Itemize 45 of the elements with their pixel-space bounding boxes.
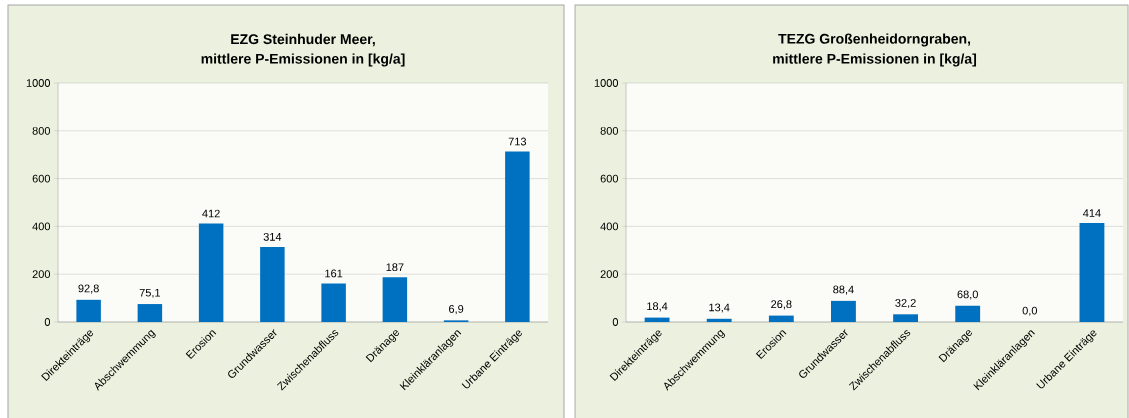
y-tick-label: 200 [32, 270, 51, 279]
y-tick-label: 800 [600, 126, 619, 135]
data-label: 414 [1083, 209, 1101, 217]
data-label: 713 [508, 137, 527, 146]
data-label: 75,1 [139, 288, 161, 298]
bar [76, 299, 101, 322]
bar [831, 300, 856, 322]
data-label: 0,0 [1022, 306, 1038, 316]
bar [706, 318, 732, 322]
y-tick-label: 800 [32, 126, 51, 135]
data-label: 187 [386, 263, 404, 272]
data-label: 13,4 [709, 303, 730, 313]
bar [1079, 223, 1105, 322]
bar [893, 314, 918, 322]
data-label: 26,8 [771, 300, 792, 310]
data-label: 18,4 [647, 302, 668, 312]
y-tick-label: 400 [600, 222, 619, 231]
bar [505, 151, 530, 322]
bar [955, 305, 981, 322]
bar [260, 246, 285, 322]
data-label: 68,0 [957, 290, 978, 300]
y-tick-label: 0 [44, 318, 51, 326]
bar [198, 223, 224, 322]
y-tick-label: 400 [32, 222, 51, 231]
bar [137, 304, 163, 322]
data-label: 92,8 [78, 284, 99, 294]
chart-subtitle: mittlere P-Emissionen in [kg/a] [201, 53, 405, 67]
y-tick-label: 600 [600, 174, 619, 183]
y-tick-label: 200 [600, 270, 619, 279]
chart-subtitle: mittlere P-Emissionen in [kg/a] [773, 53, 977, 67]
data-label: 161 [325, 269, 343, 278]
chart-title: EZG Steinhuder Meer, [231, 33, 375, 47]
data-label: 314 [263, 232, 282, 241]
bar [768, 315, 794, 322]
bar [382, 277, 408, 322]
y-tick-label: 1000 [594, 79, 619, 87]
data-label: 6,9 [449, 305, 464, 315]
data-label: 32,2 [895, 299, 916, 309]
bar [321, 283, 346, 322]
chart-title: TEZG Großenheidorngraben, [778, 33, 971, 47]
y-tick-label: 1000 [26, 79, 51, 87]
data-label: 88,4 [833, 285, 854, 295]
y-tick-label: 0 [612, 318, 619, 326]
y-tick-label: 600 [32, 174, 51, 183]
data-label: 412 [202, 209, 220, 218]
